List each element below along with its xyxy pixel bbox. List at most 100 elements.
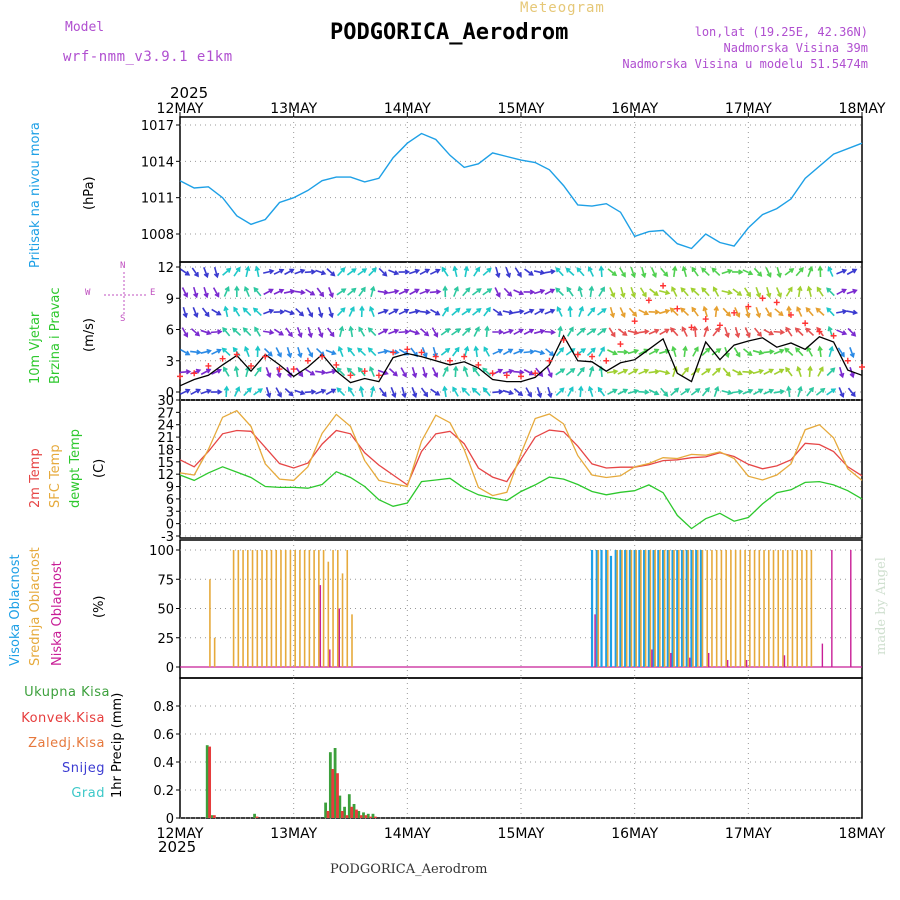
wind-arrow-head xyxy=(589,365,595,372)
wind-arrow xyxy=(555,368,565,376)
wind-title-2: Brzina i Pravac xyxy=(48,287,63,384)
wind-arrow-head xyxy=(402,372,407,378)
wind-arrow-head xyxy=(547,392,553,399)
wind-arrow-head xyxy=(849,372,855,379)
wind-arrow xyxy=(536,386,542,398)
wind-arrow xyxy=(805,327,815,337)
wind-arrow-head xyxy=(217,389,223,395)
wind-arrow xyxy=(419,268,430,276)
wind-arrow-head xyxy=(394,288,400,295)
wind-arrow-head xyxy=(473,345,479,352)
wind-arrow xyxy=(774,308,784,316)
wind-arrow xyxy=(336,387,346,397)
wind-arrow xyxy=(306,347,313,357)
wind-arrow xyxy=(638,309,649,315)
wind-arrow xyxy=(295,307,304,317)
wind-arrow xyxy=(502,310,513,314)
wind-arrow-head xyxy=(664,328,670,334)
wind-arrow-head xyxy=(404,329,411,335)
wind-arrow-head xyxy=(550,329,556,335)
wind-arrow xyxy=(711,368,721,376)
wind-arrow xyxy=(795,327,804,337)
wind-arrow-head xyxy=(757,271,763,277)
wind-arrow xyxy=(826,388,836,396)
wind-arrow-head xyxy=(798,267,804,273)
y-tick-label: 25 xyxy=(157,632,174,647)
wind-arrow xyxy=(681,327,688,337)
wind-arrow-head xyxy=(359,305,365,311)
wind-arrow xyxy=(369,307,375,317)
wind-arrow-head xyxy=(443,366,449,372)
wind-arrow-head xyxy=(517,391,524,397)
wind-arrow xyxy=(619,267,626,277)
wind-arrow xyxy=(454,366,457,378)
wind-arrow-head xyxy=(598,265,605,271)
wind-title-1: 10m Vjetar xyxy=(28,311,43,384)
wind-arrow xyxy=(836,329,847,335)
wind-arrow xyxy=(701,387,710,397)
wind-arrow-head xyxy=(347,346,353,353)
wind-arrow xyxy=(721,290,732,294)
wind-arrow-head xyxy=(369,365,375,372)
wind-arrow xyxy=(711,348,721,356)
wind-arrow xyxy=(503,287,512,297)
wind-arrow-head xyxy=(570,367,576,373)
wind-arrow-head xyxy=(242,307,248,313)
wind-arrow-head xyxy=(653,291,659,297)
wind-arrow-head xyxy=(320,270,327,276)
gust-marker xyxy=(177,373,183,380)
wind-arrow-head xyxy=(684,388,691,394)
cloud-title-3: Niska Oblacnost xyxy=(50,561,65,666)
wind-arrow-head xyxy=(568,386,574,392)
temp-unit: (C) xyxy=(92,458,107,478)
wind-arrow xyxy=(617,369,628,375)
legend-freezing-rain: Zaledj.Kisa xyxy=(28,736,105,751)
wind-arrow xyxy=(254,367,262,377)
wind-arrow-head xyxy=(371,267,377,273)
wind-arrow-head xyxy=(641,272,647,279)
wind-arrow-head xyxy=(498,329,504,335)
wind-arrow xyxy=(315,389,326,395)
y-tick-label: 0 xyxy=(166,386,174,401)
wind-arrow xyxy=(566,268,575,276)
wind-arrow xyxy=(263,288,273,296)
wind-arrow-head xyxy=(727,389,733,396)
wind-arrow xyxy=(348,387,355,397)
wind-arrow xyxy=(744,287,751,297)
wind-arrow-head xyxy=(233,306,239,312)
wind-arrow xyxy=(524,268,534,276)
wind-arrow-head xyxy=(278,268,285,274)
wind-arrow-head xyxy=(796,306,802,312)
wind-arrow xyxy=(523,368,534,376)
wind-arrow xyxy=(565,348,575,356)
gust-marker xyxy=(219,355,226,362)
wind-arrow xyxy=(658,290,670,294)
wind-arrow-head xyxy=(424,268,431,274)
wind-arrow xyxy=(648,389,659,395)
wind-arrow-head xyxy=(664,348,671,355)
wind-arrow xyxy=(255,266,260,278)
wind-arrow-head xyxy=(633,329,640,336)
total-precip-bar xyxy=(328,752,332,818)
wind-arrow-head xyxy=(681,326,687,332)
wind-arrow-head xyxy=(433,372,439,378)
wind-arrow xyxy=(429,290,440,294)
convective-precip-bar xyxy=(359,815,363,818)
wind-arrow-head xyxy=(422,372,428,379)
temp-title-1: 2m Temp xyxy=(28,448,43,508)
wind-arrow-head xyxy=(827,265,833,272)
wind-arrow-head xyxy=(203,292,209,299)
wind-arrow-head xyxy=(680,307,686,313)
wind-arrow-field xyxy=(179,265,859,399)
wind-arrow-head xyxy=(349,306,355,312)
cloud-title-2: Srednja Oblacnost xyxy=(28,547,43,666)
wind-arrow-head xyxy=(620,292,626,299)
wind-arrow-head xyxy=(839,352,845,358)
wind-arrow xyxy=(452,347,460,357)
wind-arrow xyxy=(753,267,762,277)
wind-arrow-head xyxy=(358,385,365,392)
wind-arrow xyxy=(419,310,430,314)
wind-arrow-head xyxy=(206,348,212,355)
wind-arrow xyxy=(326,268,335,276)
wind-arrow xyxy=(451,308,460,316)
